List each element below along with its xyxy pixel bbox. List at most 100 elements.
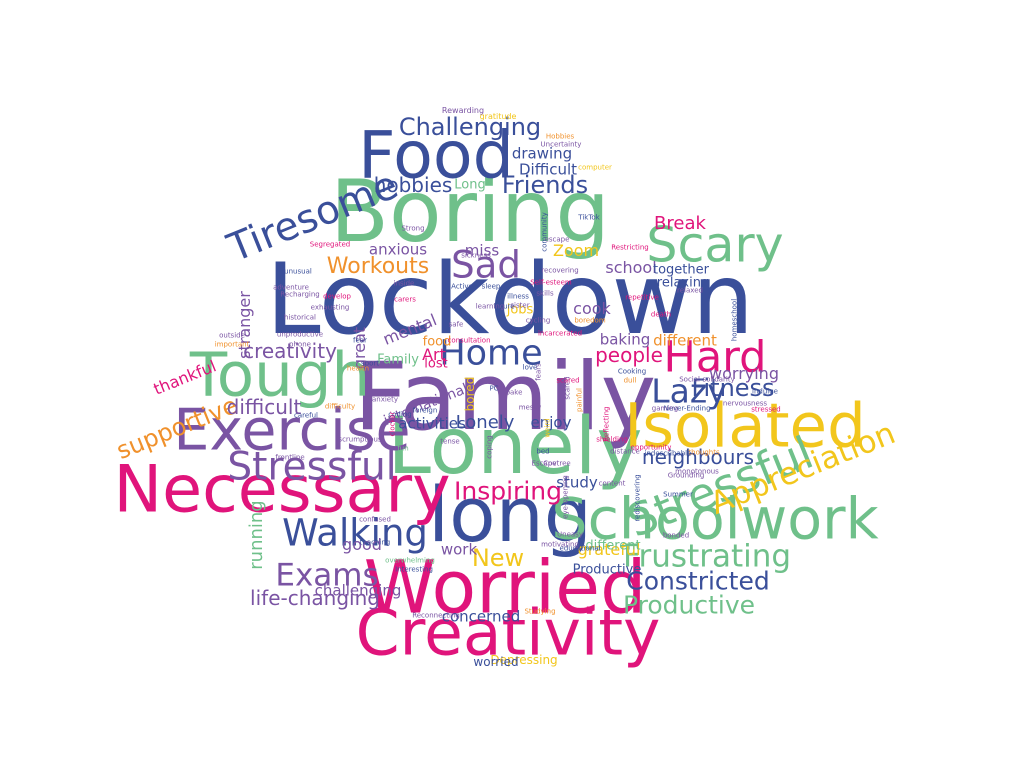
- cloud-word: exhausting: [310, 303, 350, 312]
- cloud-word: Strong: [401, 224, 425, 233]
- cloud-word: anxious: [368, 240, 428, 259]
- cloud-word: bake: [505, 388, 523, 397]
- cloud-word: incarcerated: [537, 329, 583, 338]
- cloud-word: gratitude: [479, 112, 517, 121]
- cloud-word: Break: [654, 213, 706, 234]
- cloud-word: enjoy: [530, 413, 572, 432]
- cloud-word: Inspiring: [454, 476, 562, 506]
- cloud-word: drawing: [511, 144, 573, 163]
- cloud-word: phone: [289, 340, 311, 349]
- cloud-word: jobs: [506, 302, 534, 318]
- cloud-word: content: [598, 479, 626, 488]
- cloud-word: indescribable: [644, 449, 692, 458]
- cloud-word: distance: [610, 447, 640, 456]
- cloud-word: escape: [544, 235, 570, 244]
- cloud-word: Walking: [282, 511, 428, 555]
- cloud-word: Creativity: [355, 596, 661, 670]
- cloud-word: health: [346, 364, 370, 373]
- cloud-word: New: [471, 544, 525, 572]
- cloud-word: worrying: [709, 364, 779, 383]
- cloud-word: Family: [353, 343, 657, 452]
- cloud-word: concerned: [441, 607, 521, 626]
- cloud-word: cook: [573, 299, 611, 318]
- cloud-word: death: [650, 310, 672, 319]
- cloud-word: Tough: [189, 339, 371, 411]
- cloud-word: Uncertainty: [540, 140, 582, 149]
- cloud-word: Stressful: [227, 444, 397, 490]
- cloud-word: safe: [448, 320, 464, 329]
- cloud-word: Workouts: [326, 254, 430, 279]
- cloud-word: Studying: [524, 607, 556, 616]
- cloud-word: Recharging: [280, 290, 320, 299]
- cloud-word: outside: [219, 331, 245, 340]
- cloud-word: study: [556, 473, 598, 492]
- cloud-word: Productive: [572, 562, 642, 578]
- cloud-word: Lonely: [455, 412, 515, 433]
- cloud-word: Reconnecting: [412, 611, 460, 620]
- cloud-word: baking: [599, 330, 651, 349]
- cloud-word: monotonous: [675, 467, 719, 476]
- cloud-word: gaming: [651, 404, 679, 413]
- cloud-word: homeschool: [730, 298, 739, 342]
- cloud-word: Lockdown: [266, 243, 754, 357]
- cloud-word: long: [427, 470, 593, 559]
- cloud-word: frontline: [275, 453, 305, 462]
- cloud-word: Fitness: [691, 374, 775, 402]
- cloud-word: anxiety: [371, 395, 399, 404]
- cloud-word: fun: [397, 444, 409, 453]
- cloud-word: unproductive: [276, 330, 324, 339]
- cloud-word: Constricted: [626, 566, 770, 596]
- cloud-word: educational: [559, 544, 601, 553]
- cloud-word: sport: [361, 359, 379, 368]
- cloud-word: coding: [388, 410, 412, 419]
- cloud-word: creativity: [243, 339, 337, 363]
- cloud-word: grateful: [577, 540, 641, 559]
- cloud-word: nervousness: [722, 399, 768, 408]
- cloud-word: Active: [451, 282, 473, 291]
- cloud-word: people: [595, 343, 663, 367]
- cloud-word: together: [653, 262, 709, 278]
- cloud-word: boredom: [574, 316, 606, 325]
- cloud-word: lost: [424, 356, 448, 372]
- cloud-word: Grounding: [667, 471, 705, 480]
- cloud-word: scrumptious: [338, 435, 382, 444]
- cloud-word: food: [422, 334, 452, 350]
- cloud-word: Worried: [363, 545, 647, 631]
- cloud-word: shielding: [596, 435, 628, 444]
- cloud-word: Difficult: [518, 160, 578, 179]
- cloud-word: Depressing: [490, 653, 558, 667]
- cloud-word: repetitive: [625, 293, 659, 302]
- cloud-word: opportunity: [630, 443, 672, 452]
- cloud-word: learning: [475, 302, 505, 311]
- cloud-word: Uneasy: [557, 530, 583, 539]
- cloud-word: Sad: [451, 243, 521, 287]
- cloud-word: Boring: [330, 162, 610, 262]
- cloud-word: Art: [422, 345, 446, 364]
- cloud-word: Zoom: [552, 241, 600, 260]
- cloud-word: weird: [543, 418, 552, 438]
- cloud-word: adventure: [273, 283, 309, 292]
- cloud-word: Long: [454, 177, 486, 193]
- cloud-word: relaxing: [656, 275, 710, 291]
- cloud-word: Productive: [622, 590, 756, 620]
- cloud-word: Isolated: [624, 390, 866, 462]
- cloud-word: sickness: [461, 251, 491, 260]
- cloud-word: difficulty: [324, 402, 356, 411]
- cloud-word: difficult: [226, 395, 302, 419]
- cloud-word: scared: [556, 376, 580, 385]
- cloud-word: love: [522, 363, 538, 372]
- cloud-word: recovering: [541, 266, 579, 275]
- cloud-word: Challenging: [398, 113, 542, 141]
- cloud-word: historical: [284, 313, 316, 322]
- cloud-word: Hard: [663, 332, 767, 383]
- cloud-word: neighbours: [641, 445, 755, 469]
- cloud-word: Interesting: [395, 565, 433, 574]
- cloud-word: Segregated: [309, 240, 351, 249]
- cloud-word: tense: [440, 437, 460, 446]
- cloud-word: stranger: [235, 291, 254, 359]
- cloud-word: work: [440, 540, 478, 559]
- cloud-word: important: [214, 340, 250, 349]
- cloud-word: teaching: [359, 538, 391, 547]
- cloud-word: worried: [473, 655, 519, 669]
- cloud-word: Escape: [531, 459, 557, 468]
